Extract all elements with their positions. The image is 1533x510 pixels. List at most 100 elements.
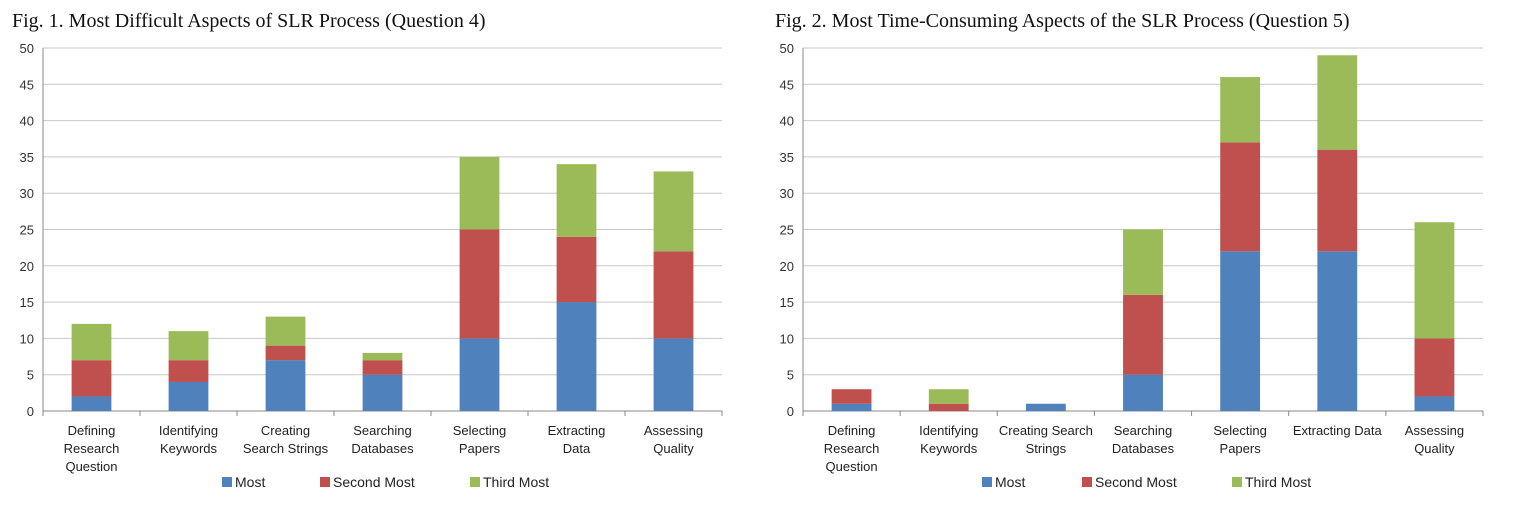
bar-segment (831, 389, 872, 404)
bar-segment (1123, 374, 1163, 411)
figure-1-chart: 0 5 10 15 20 25 30 35 40 45 50 Defining Research Ques… (20, 41, 723, 490)
bar-segment (71, 396, 112, 411)
bar-segment (653, 171, 694, 252)
y-tick-label: 15 (780, 295, 794, 310)
bar-segment (168, 360, 209, 382)
x-category-label: Searching (1114, 423, 1173, 438)
x-category-label: Selecting (1213, 423, 1266, 438)
bar-segment (928, 403, 969, 411)
y-tick-label: 25 (780, 223, 794, 238)
x-category-label: Data (563, 441, 591, 456)
bar-segment (1414, 222, 1455, 339)
x-category-label: Papers (1220, 441, 1262, 456)
figure-2-title: Fig. 2. Most Time-Consuming Aspects of t… (775, 10, 1350, 32)
y-tick-label: 50 (20, 41, 34, 56)
y-tick-label: 35 (20, 150, 34, 165)
bar-segment (928, 389, 969, 404)
y-tick-label: 45 (780, 77, 794, 92)
x-category-label: Identifying (919, 423, 978, 438)
bar-segment (265, 345, 306, 361)
x-category-label: Searching (353, 423, 412, 438)
legend-swatch (1232, 477, 1242, 487)
bar-segment (1414, 396, 1455, 411)
x-category-label: Extracting Data (1293, 423, 1383, 438)
legend-label: Second Most (333, 474, 415, 490)
x-category-label: Creating Search (999, 423, 1093, 438)
bar-segment (1123, 294, 1163, 375)
x-category-label: Quality (1414, 441, 1455, 456)
figure-1: Fig. 1. Most Difficult Aspects of SLR Pr… (0, 0, 760, 510)
figure-2-chart: 0 5 10 15 20 25 30 35 40 45 50 Defining Research Ques… (780, 41, 1484, 490)
bar-segment (168, 381, 209, 411)
x-category-label: Quality (653, 441, 694, 456)
bar-segment (362, 360, 403, 375)
x-category-label: Databases (351, 441, 414, 456)
y-tick-label: 50 (780, 41, 794, 56)
y-tick-label: 40 (20, 114, 34, 129)
bar-segment (1414, 338, 1455, 397)
x-category-label: Strings (1026, 441, 1067, 456)
x-category-label: Question (826, 459, 878, 474)
bar-segment (1317, 251, 1358, 411)
x-category-label: Papers (459, 441, 501, 456)
bar-segment (1220, 251, 1261, 411)
legend-swatch (470, 477, 480, 487)
legend-swatch (1082, 477, 1092, 487)
bar-segment (1317, 55, 1358, 150)
bar-segment (71, 323, 112, 361)
x-category-label: Defining (828, 423, 876, 438)
bar-segment (168, 331, 209, 361)
bar-segment (459, 229, 500, 339)
y-tick-label: 0 (27, 404, 34, 419)
y-tick-label: 10 (20, 331, 34, 346)
x-category-label: Identifying (159, 423, 218, 438)
y-tick-label: 40 (780, 114, 794, 129)
bar-segment (1123, 229, 1163, 295)
bar-segment (556, 236, 597, 303)
x-category-label: Search Strings (243, 441, 329, 456)
y-tick-label: 20 (780, 259, 794, 274)
legend-label: Third Most (1245, 474, 1311, 490)
bar-segment (362, 352, 403, 361)
x-category-label: Keywords (920, 441, 978, 456)
x-category-label: Creating (261, 423, 310, 438)
bar-segment (653, 338, 694, 411)
bar-segment (1220, 142, 1261, 252)
x-category-label: Extracting (548, 423, 606, 438)
bar-segment (71, 360, 112, 397)
x-category-label: Selecting (453, 423, 506, 438)
legend-swatch (320, 477, 330, 487)
bar-segment (459, 338, 500, 411)
bar-segment (1220, 77, 1261, 143)
y-tick-label: 5 (787, 368, 794, 383)
y-tick-label: 10 (780, 331, 794, 346)
x-category-label: Research (64, 441, 120, 456)
x-category-label: Databases (1112, 441, 1175, 456)
y-tick-label: 5 (27, 368, 34, 383)
figure-2: Fig. 2. Most Time-Consuming Aspects of t… (760, 0, 1533, 510)
legend-swatch (982, 477, 992, 487)
y-tick-label: 15 (20, 295, 34, 310)
x-category-label: Question (65, 459, 117, 474)
x-category-label: Keywords (160, 441, 218, 456)
figure-1-title: Fig. 1. Most Difficult Aspects of SLR Pr… (12, 10, 486, 32)
legend-swatch (222, 477, 232, 487)
x-category-label: Assessing (1405, 423, 1464, 438)
legend-label: Most (235, 474, 265, 490)
bar-segment (556, 164, 597, 237)
bar-segment (459, 156, 500, 230)
y-tick-label: 20 (20, 259, 34, 274)
y-tick-label: 0 (787, 404, 794, 419)
y-tick-label: 45 (20, 77, 34, 92)
legend-label: Most (995, 474, 1025, 490)
y-tick-label: 35 (780, 150, 794, 165)
bar-segment (653, 251, 694, 339)
legend-label: Third Most (483, 474, 549, 490)
x-category-label: Research (824, 441, 880, 456)
bar-segment (1317, 149, 1358, 252)
y-tick-label: 30 (780, 186, 794, 201)
y-tick-label: 30 (20, 186, 34, 201)
x-category-label: Assessing (644, 423, 703, 438)
x-category-label: Defining (68, 423, 116, 438)
bar-segment (362, 374, 403, 411)
